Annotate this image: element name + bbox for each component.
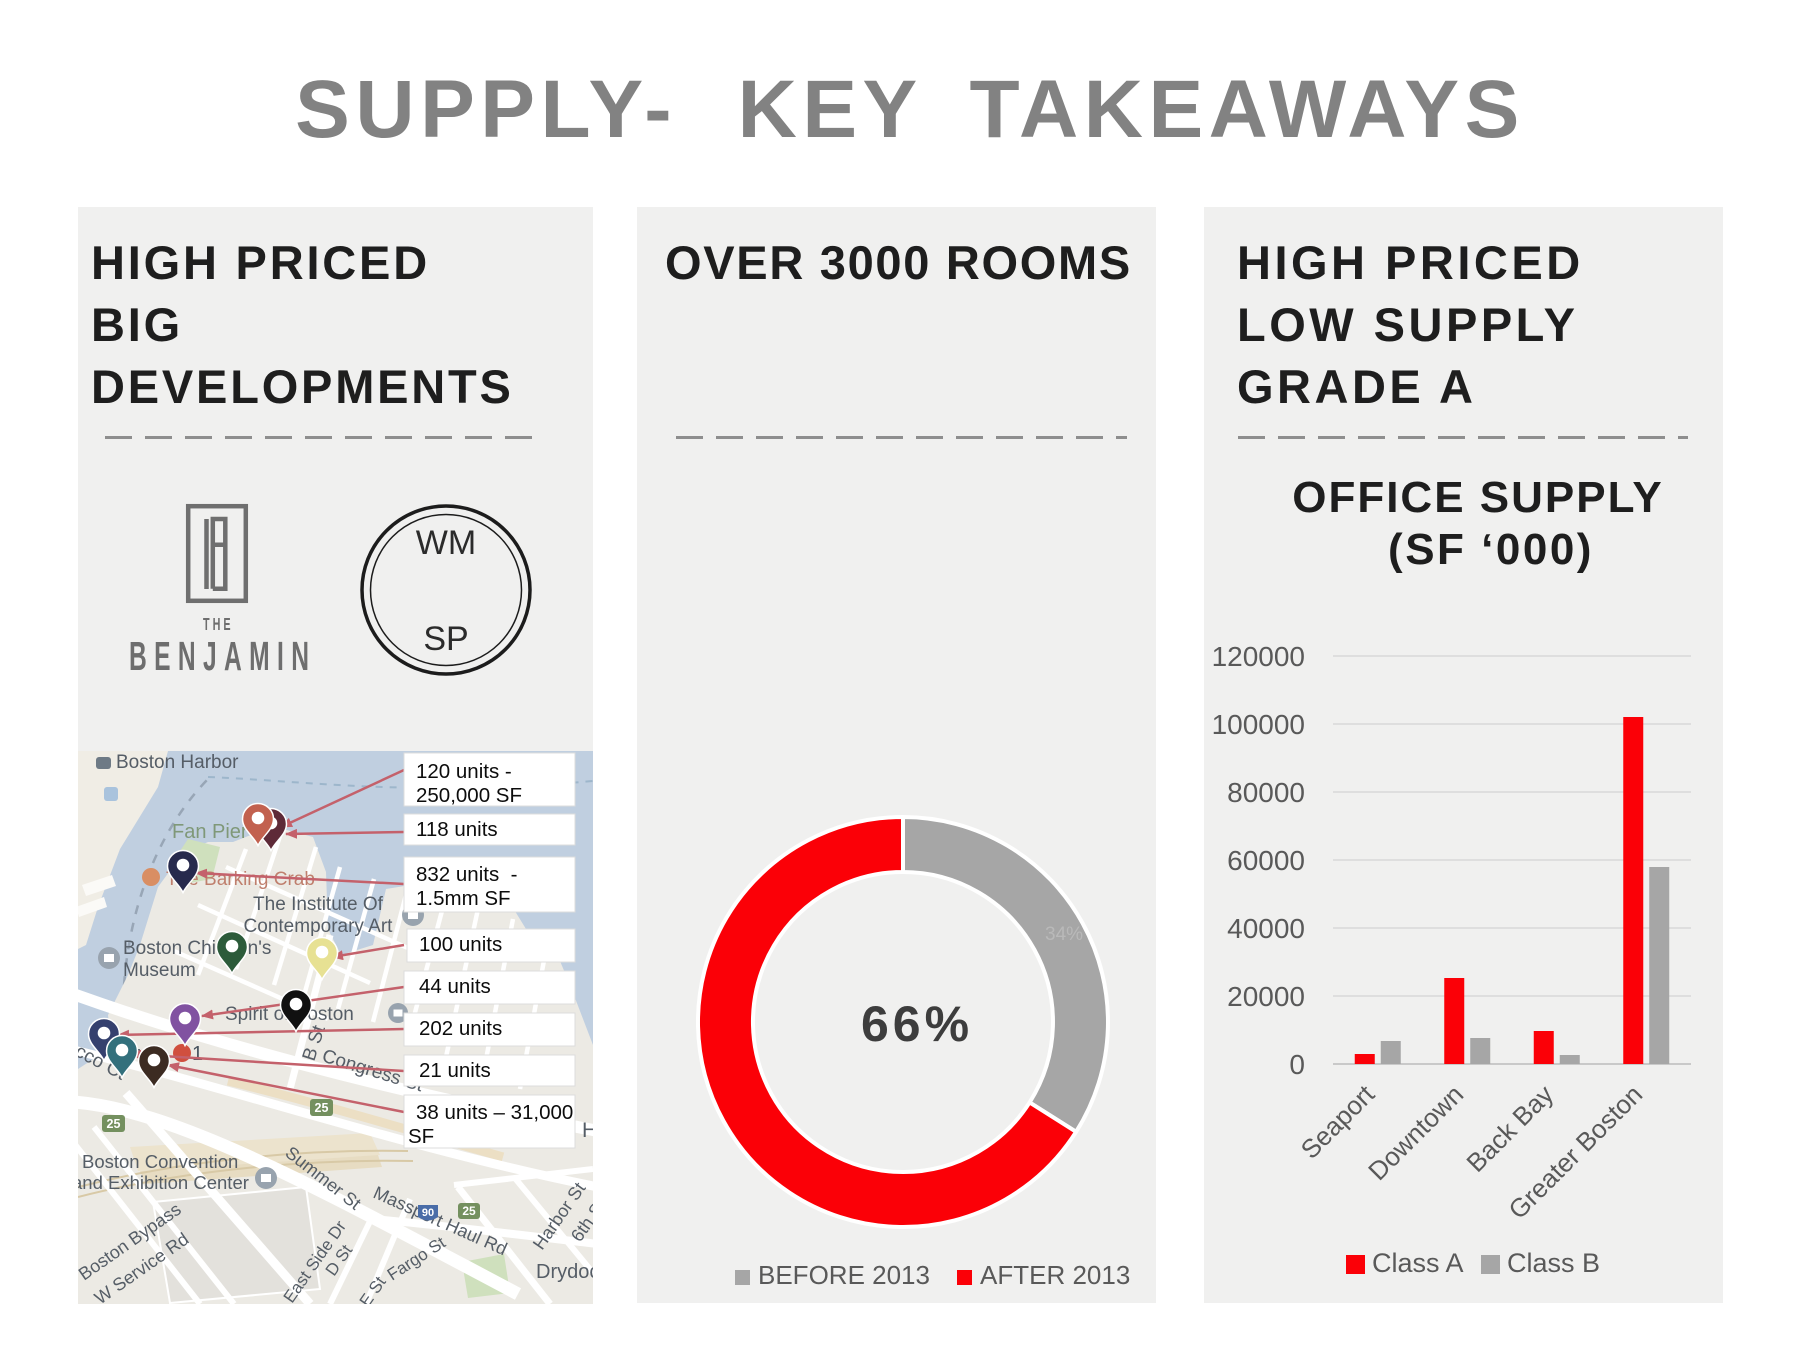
svg-text:1: 1 (192, 1043, 203, 1065)
svg-text:44 units: 44 units (419, 975, 491, 998)
svg-text:Drydock: Drydock (536, 1261, 593, 1283)
svg-text:Class B: Class B (1507, 1248, 1600, 1278)
svg-text:80000: 80000 (1227, 777, 1305, 808)
svg-text:The Institute Of: The Institute Of (253, 894, 384, 915)
svg-text:25: 25 (107, 1117, 121, 1131)
svg-text:Boston Harbor: Boston Harbor (116, 752, 239, 773)
svg-text:832 units -: 832 units - (416, 863, 517, 886)
svg-text:38 units – 31,000: 38 units – 31,000 (416, 1101, 573, 1124)
svg-text:THE: THE (203, 615, 231, 634)
svg-text:90: 90 (422, 1207, 434, 1219)
svg-text:Contemporary Art: Contemporary Art (244, 916, 394, 937)
svg-text:118 units: 118 units (416, 818, 498, 841)
svg-text:Seaport: Seaport (1295, 1078, 1381, 1164)
svg-text:40000: 40000 (1227, 913, 1305, 944)
svg-text:Class A: Class A (1372, 1248, 1464, 1278)
svg-text:25: 25 (315, 1101, 329, 1115)
svg-text:Hi: Hi (582, 1119, 593, 1142)
svg-text:BENJAMIN: BENJAMIN (129, 634, 309, 680)
svg-text:34%: 34% (1045, 924, 1083, 945)
svg-text:250,000 SF: 250,000 SF (416, 784, 522, 807)
svg-text:21 units: 21 units (419, 1059, 491, 1082)
svg-text:SF: SF (408, 1125, 434, 1148)
svg-text:100 units: 100 units (419, 933, 502, 956)
svg-text:Boston Convention: Boston Convention (82, 1151, 238, 1172)
svg-text:1.5mm SF: 1.5mm SF (416, 887, 511, 910)
svg-text:Fan Pier P: Fan Pier P (172, 821, 266, 843)
svg-text:25: 25 (462, 1204, 476, 1218)
svg-text:(SF ‘000): (SF ‘000) (1388, 525, 1594, 574)
svg-text:120 units -: 120 units - (416, 760, 512, 783)
svg-text:AFTER 2013: AFTER 2013 (980, 1260, 1130, 1290)
svg-text:D STREET / WEST: D STREET / WEST (106, 1302, 345, 1304)
svg-text:BEFORE 2013: BEFORE 2013 (758, 1260, 930, 1290)
svg-text:OFFICE SUPPLY: OFFICE SUPPLY (1292, 473, 1664, 522)
svg-text:Boston Children's: Boston Children's (123, 938, 271, 959)
svg-text:202 units: 202 units (419, 1017, 502, 1040)
svg-text:120000: 120000 (1212, 641, 1305, 672)
svg-text:Museum: Museum (123, 960, 196, 981)
svg-text:SP: SP (423, 620, 468, 658)
svg-text:20000: 20000 (1227, 981, 1305, 1012)
svg-text:66%: 66% (861, 996, 973, 1052)
svg-text:60000: 60000 (1227, 845, 1305, 876)
svg-text:100000: 100000 (1212, 709, 1305, 740)
svg-text:and Exhibition Center: and Exhibition Center (78, 1172, 249, 1193)
svg-text:Downtown: Downtown (1362, 1079, 1469, 1186)
svg-text:0: 0 (1289, 1049, 1305, 1080)
svg-text:WM: WM (416, 524, 476, 562)
